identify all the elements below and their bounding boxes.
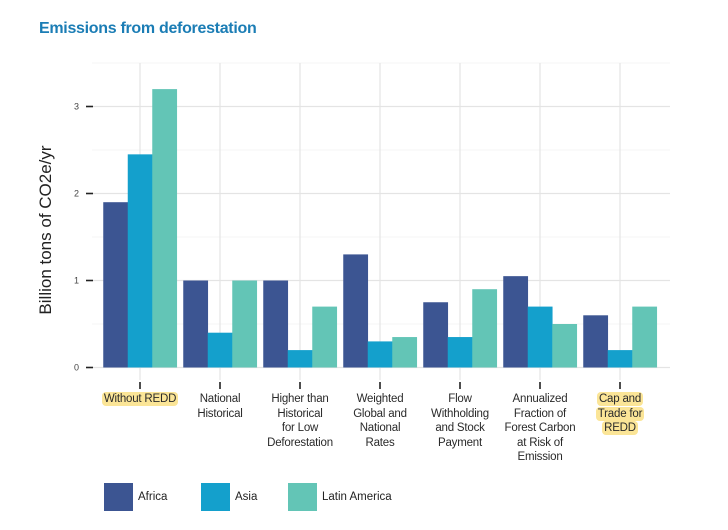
- legend-label: Africa: [138, 491, 168, 503]
- bar-africa: [343, 254, 369, 368]
- bar-africa: [183, 280, 209, 368]
- x-tick-label: Cap and Trade for REDD: [581, 392, 659, 436]
- bar-latin-america: [632, 306, 658, 368]
- bar-asia: [447, 337, 473, 368]
- axes: 0 1 2 3: [74, 102, 621, 389]
- legend-swatch: [201, 483, 230, 511]
- y-tick-label: 2: [74, 189, 79, 199]
- x-tick-label: Without REDD: [90, 392, 190, 407]
- x-tick-label-text: National Historical: [197, 393, 243, 420]
- bar-asia: [527, 306, 553, 368]
- bar-asia: [287, 350, 313, 368]
- x-tick-label-text: Higher than Historical for Low Deforestatio…: [267, 393, 333, 449]
- legend-item: Latin America: [288, 483, 392, 511]
- bars: [103, 89, 658, 368]
- x-tick-label: Higher than Historical for Low Deforestatio…: [261, 392, 339, 450]
- bar-asia: [127, 154, 153, 368]
- bar-latin-america: [552, 324, 578, 368]
- x-tick-label-text: Weighted Global and National Rates: [353, 393, 407, 449]
- legend-label: Latin America: [322, 491, 392, 503]
- x-tick-label-text: Cap and Trade for REDD: [595, 392, 645, 435]
- chart-title: Emissions from deforestation: [39, 20, 257, 37]
- y-tick-label: 1: [74, 276, 79, 286]
- x-tick-label-text: Annualized Fraction of Forest Carbon at Ris…: [504, 393, 576, 463]
- legend-item: Asia: [201, 483, 257, 511]
- bar-asia: [607, 350, 633, 368]
- x-tick-label-text: Without REDD: [101, 392, 179, 406]
- bar-africa: [423, 302, 449, 368]
- bar-latin-america: [152, 89, 178, 368]
- x-tick-label-text: Flow Withholding and Stock Payment: [431, 393, 489, 449]
- legend-label: Asia: [235, 491, 258, 503]
- x-tick-label: Annualized Fraction of Forest Carbon at Ris…: [501, 392, 579, 465]
- bar-asia: [207, 332, 233, 368]
- bar-africa: [503, 276, 529, 368]
- bar-asia: [367, 341, 393, 368]
- bar-latin-america: [312, 306, 338, 368]
- x-tick-label: National Historical: [181, 392, 259, 421]
- y-tick-label: 0: [74, 363, 79, 373]
- bar-africa: [583, 315, 609, 368]
- bar-africa: [263, 280, 289, 368]
- bar-africa: [103, 202, 129, 368]
- bar-latin-america: [392, 337, 418, 368]
- legend-swatch: [104, 483, 133, 511]
- x-tick-label: Flow Withholding and Stock Payment: [421, 392, 499, 450]
- legend-item: Africa: [104, 483, 167, 511]
- y-tick-label: 3: [74, 102, 79, 112]
- bar-latin-america: [472, 289, 498, 368]
- legend-swatch: [288, 483, 317, 511]
- x-tick-label: Weighted Global and National Rates: [341, 392, 419, 450]
- bar-latin-america: [232, 280, 258, 368]
